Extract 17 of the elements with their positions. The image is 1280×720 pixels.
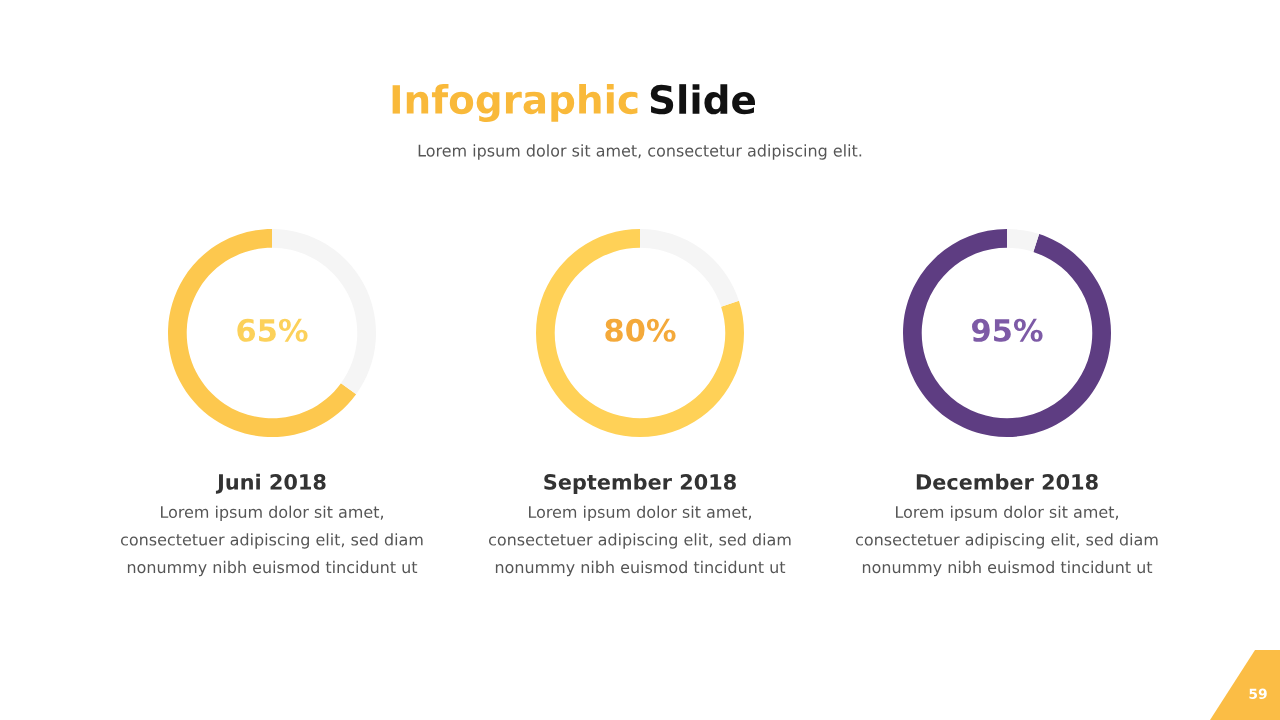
text: Lorem ipsum dolor sit amet, consectetur adipiscing elit. xyxy=(418,144,862,160)
donut-slice xyxy=(903,229,1111,437)
donut-slice xyxy=(1007,229,1040,252)
text: Juni 2018 xyxy=(215,473,326,494)
text: Infographic Slide xyxy=(392,84,755,122)
text: Lorem ipsum dolor sit amet, consectetuer adipiscing elit, sed diam nonummy nibh euismod tincidunt ut xyxy=(120,505,423,577)
donut-slice xyxy=(640,229,739,307)
data-label: 65% xyxy=(237,318,308,342)
text: 59 xyxy=(1249,688,1267,700)
text: Lorem ipsum dolor sit amet, consectetuer adipiscing elit, sed diam nonummy nibh euismod tincidunt ut xyxy=(855,505,1158,577)
text: December 2018 xyxy=(916,473,1098,490)
donut-slice xyxy=(536,229,744,437)
donut-slice xyxy=(168,229,357,437)
text: September 2018 xyxy=(544,473,736,494)
data-label: 95% xyxy=(972,318,1043,342)
data-label: 80% xyxy=(605,318,676,342)
text: Lorem ipsum dolor sit amet, consectetuer adipiscing elit, sed diam nonummy nibh euismod tincidunt ut xyxy=(488,505,791,577)
